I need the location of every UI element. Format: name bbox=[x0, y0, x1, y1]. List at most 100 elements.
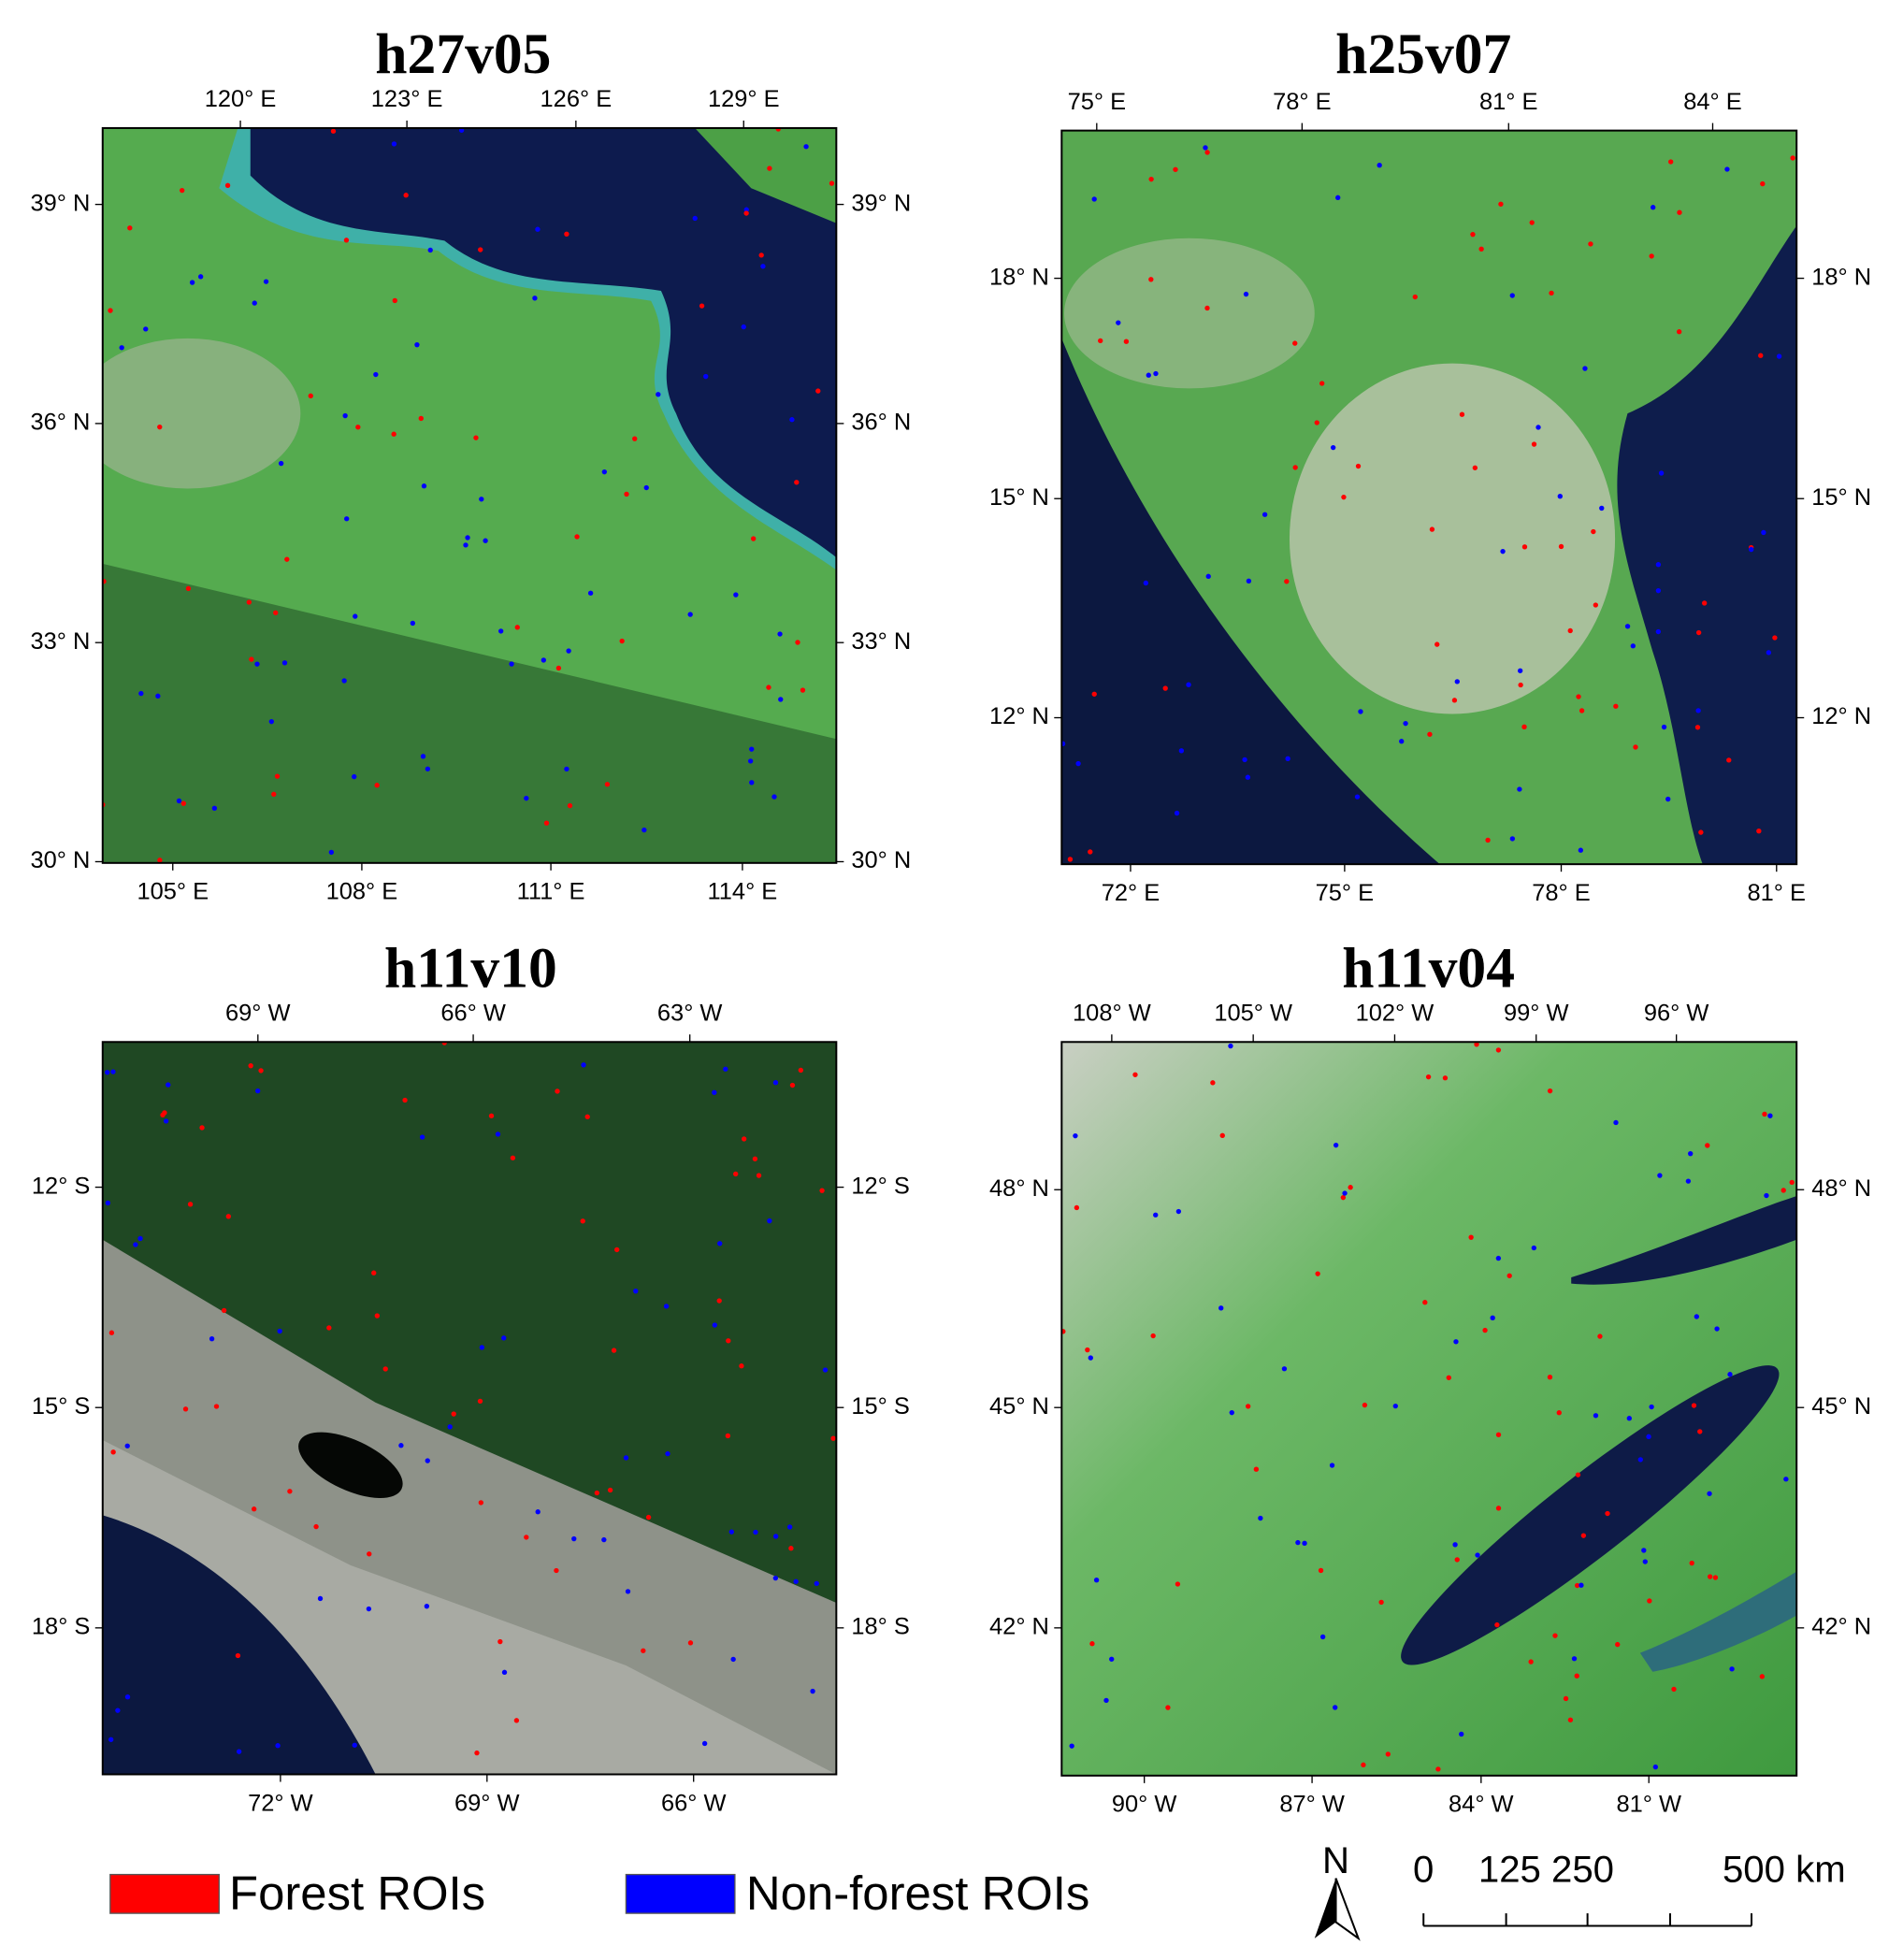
roi-dot bbox=[803, 144, 809, 150]
roi-dot bbox=[543, 820, 550, 826]
roi-dot bbox=[1776, 353, 1782, 359]
roi-dot bbox=[1500, 548, 1506, 555]
roi-dot bbox=[1434, 641, 1440, 647]
roi-dot bbox=[532, 295, 538, 301]
roi-dot bbox=[382, 1366, 388, 1372]
roi-dot bbox=[1707, 1574, 1713, 1579]
roi-dot bbox=[566, 648, 571, 654]
roi-dot bbox=[1243, 291, 1249, 297]
roi-dot bbox=[1649, 253, 1654, 259]
panel-title: h11v10 bbox=[384, 936, 557, 1000]
roi-dot bbox=[1403, 720, 1408, 727]
roi-dot bbox=[753, 1529, 758, 1535]
roi-dot bbox=[236, 1749, 242, 1754]
roi-dot bbox=[274, 773, 281, 779]
roi-dot bbox=[317, 1595, 324, 1602]
roi-dot bbox=[1705, 1143, 1710, 1148]
roi-dot bbox=[1689, 1560, 1694, 1566]
roi-dot bbox=[221, 1307, 227, 1314]
roi-dot bbox=[249, 656, 254, 662]
roi-dot bbox=[1567, 1717, 1574, 1722]
roi-dot bbox=[1535, 425, 1541, 430]
roi-dot bbox=[284, 556, 290, 562]
roi-dot bbox=[252, 300, 257, 306]
scale-bar bbox=[1422, 1913, 1753, 1927]
roi-dot bbox=[1695, 629, 1702, 636]
roi-dot bbox=[1655, 628, 1662, 635]
roi-dot bbox=[1319, 381, 1325, 386]
roi-dot bbox=[1521, 724, 1527, 729]
roi-dot bbox=[1175, 1208, 1182, 1215]
top-tick-label: 66° W bbox=[440, 1001, 506, 1027]
roi-dot bbox=[656, 392, 661, 397]
roi-dot bbox=[743, 210, 749, 216]
roi-dot bbox=[478, 247, 483, 252]
roi-dot bbox=[479, 1345, 485, 1350]
roi-dot bbox=[402, 1097, 408, 1103]
roi-dot bbox=[1790, 155, 1795, 161]
roi-dot bbox=[1714, 1326, 1720, 1332]
roi-dot bbox=[1335, 195, 1341, 201]
roi-dot bbox=[495, 1131, 501, 1137]
roi-dot bbox=[810, 1688, 815, 1694]
roi-dot bbox=[1354, 794, 1361, 800]
roi-dot bbox=[157, 424, 163, 430]
right-tick-label: 15° N bbox=[1811, 484, 1871, 511]
roi-dot bbox=[1671, 1686, 1677, 1693]
roi-dot bbox=[1281, 1366, 1288, 1372]
top-tick-label: 84° E bbox=[1683, 89, 1741, 115]
roi-dot bbox=[1258, 1515, 1263, 1521]
legend-swatch bbox=[625, 1873, 736, 1914]
roi-dot bbox=[1069, 1743, 1074, 1749]
roi-dot bbox=[750, 536, 757, 541]
roi-dot bbox=[1529, 220, 1535, 225]
bottom-tick-label: 72° W bbox=[248, 1790, 313, 1816]
roi-dot bbox=[1495, 1047, 1502, 1053]
roi-dot bbox=[1495, 1255, 1502, 1261]
roi-dot bbox=[1767, 1113, 1773, 1118]
roi-dot bbox=[564, 231, 569, 237]
roi-dot bbox=[373, 371, 379, 378]
roi-dot bbox=[273, 610, 279, 615]
roi-dot bbox=[1495, 1506, 1502, 1511]
roi-dot bbox=[767, 1218, 772, 1224]
roi-dot bbox=[643, 484, 649, 491]
roi-dot bbox=[1314, 420, 1319, 425]
roi-dot bbox=[1613, 1119, 1619, 1126]
roi-dot bbox=[1649, 1404, 1654, 1410]
top-tick-label: 126° E bbox=[541, 86, 613, 112]
roi-dot bbox=[1186, 682, 1191, 687]
roi-dot bbox=[747, 758, 754, 764]
roi-dot bbox=[760, 264, 766, 269]
roi-dot bbox=[1783, 1477, 1789, 1482]
roi-dot bbox=[1574, 1582, 1580, 1589]
scale-label: 500 km bbox=[1723, 1849, 1846, 1891]
roi-dot bbox=[1507, 1273, 1512, 1278]
roi-dot bbox=[1624, 624, 1631, 629]
top-tick-label: 81° E bbox=[1479, 89, 1537, 115]
roi-dot bbox=[1452, 1542, 1458, 1548]
right-tick-label: 33° N bbox=[851, 628, 911, 655]
legend-swatch bbox=[109, 1873, 220, 1914]
roi-dot bbox=[800, 687, 806, 693]
roi-dot bbox=[795, 640, 800, 645]
roi-dot bbox=[392, 297, 397, 304]
roi-dot bbox=[1567, 627, 1573, 634]
roi-dot bbox=[1285, 756, 1290, 762]
roi-dot bbox=[1521, 544, 1528, 550]
roi-dot bbox=[1399, 739, 1405, 744]
roi-dot bbox=[1205, 573, 1211, 580]
roi-dot bbox=[391, 141, 397, 147]
roi-dot bbox=[463, 542, 469, 548]
roi-dot bbox=[1061, 1329, 1066, 1334]
roi-dot bbox=[743, 207, 749, 212]
roi-dot bbox=[1088, 849, 1093, 855]
map-image bbox=[102, 127, 837, 863]
top-tick-label: 105° W bbox=[1214, 1001, 1292, 1027]
roi-dot bbox=[1109, 1656, 1115, 1662]
roi-dot bbox=[1676, 329, 1682, 335]
roi-dot bbox=[1697, 1429, 1703, 1434]
roi-dot bbox=[1557, 494, 1563, 499]
roi-dot bbox=[771, 794, 777, 800]
